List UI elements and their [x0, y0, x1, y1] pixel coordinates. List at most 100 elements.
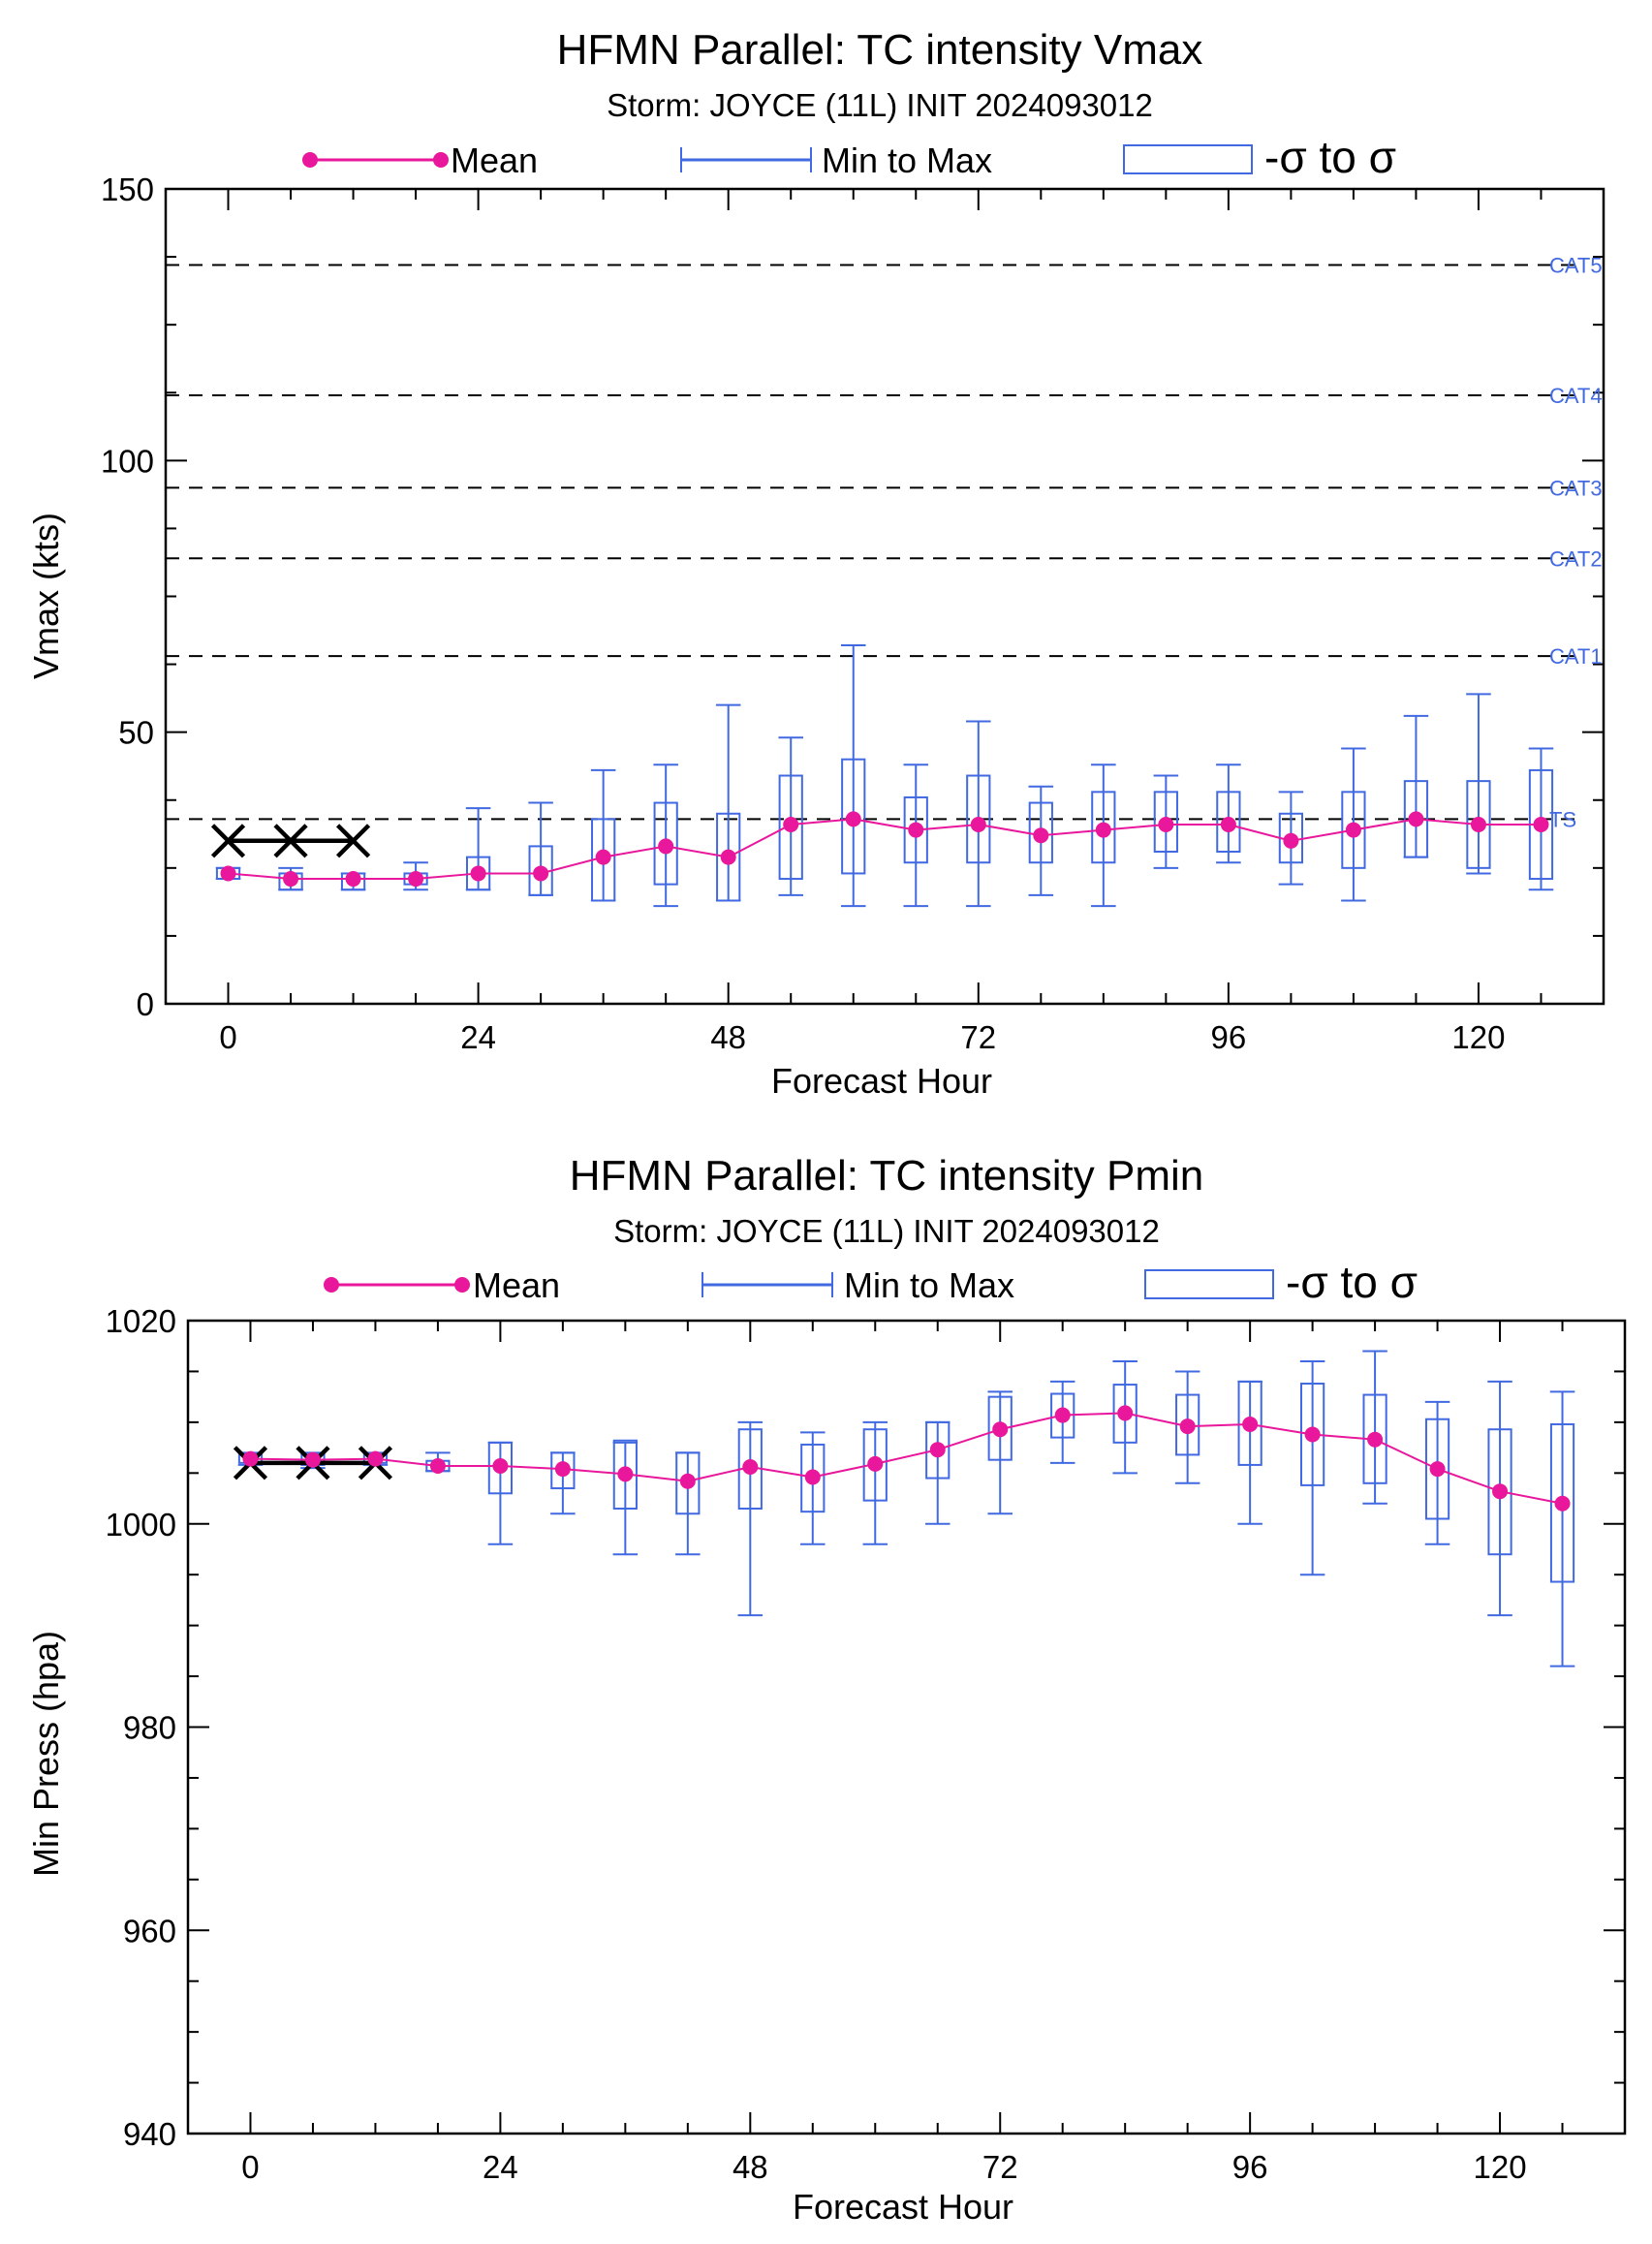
x-axis-label: Forecast Hour	[771, 1061, 992, 1101]
sigma-box	[1549, 1422, 1575, 1583]
x-tick-label: 24	[483, 2149, 518, 2185]
plot-frame	[186, 1319, 1627, 2135]
mean-point	[1054, 1407, 1071, 1423]
mean-point	[867, 1455, 884, 1472]
mean-point	[742, 1459, 759, 1476]
x-tick-label: 0	[241, 2149, 259, 2185]
sigma-box	[1216, 791, 1241, 854]
mean-point	[345, 871, 361, 888]
mean-point	[1179, 1418, 1196, 1435]
mean-point	[658, 838, 674, 855]
x-tick-label: 72	[960, 1019, 996, 1055]
mean-line	[250, 1412, 1563, 1505]
x-tick-label: 48	[732, 2149, 768, 2185]
chart-subtitle: Storm: JOYCE (11L) INIT 2024093012	[607, 87, 1153, 123]
sigma-box	[653, 801, 678, 886]
sigma-box	[862, 1428, 888, 1502]
legend: Mean Min to Max -σ to σ	[324, 1257, 1418, 1307]
x-tick-label: 72	[982, 2149, 1018, 2185]
x-tick-label: 24	[460, 1019, 496, 1055]
threshold-label: CAT1	[1549, 644, 1603, 669]
legend-minmax-label: Min to Max	[844, 1265, 1014, 1305]
legend-mean-label: Mean	[451, 140, 538, 180]
x-tick-label: 96	[1232, 2149, 1268, 2185]
legend-mean-marker-left	[302, 152, 318, 168]
mean-point	[1554, 1495, 1571, 1512]
mean-point	[929, 1442, 946, 1458]
legend: Mean Min to Max -σ to σ	[302, 132, 1396, 182]
sigma-box	[675, 1451, 701, 1515]
sigma-box	[1153, 791, 1178, 854]
mean-point	[1283, 832, 1299, 849]
sigma-box	[1424, 1418, 1450, 1520]
y-axis-label: Vmax (kts)	[26, 513, 66, 679]
chart-title: HFMN Parallel: TC intensity Vmax	[557, 26, 1203, 74]
sigma-box	[1487, 1428, 1512, 1556]
mean-point	[220, 865, 236, 882]
mean-point	[595, 849, 611, 865]
y-tick-label: 0	[137, 986, 154, 1022]
observed-x-stroke	[335, 824, 371, 858]
legend-sigma-label: -σ to σ	[1264, 132, 1396, 182]
y-axis-label: Min Press (hpa)	[26, 1631, 66, 1877]
chart-title: HFMN Parallel: TC intensity Pmin	[570, 1152, 1203, 1200]
sigma-box	[1403, 780, 1429, 858]
threshold-label: CAT5	[1549, 253, 1603, 277]
mean-point	[1242, 1416, 1259, 1432]
legend-minmax-label: Min to Max	[822, 140, 992, 180]
legend-sigma-label: -σ to σ	[1286, 1257, 1418, 1307]
sigma-box	[778, 774, 803, 881]
observed-x-marker	[210, 824, 246, 858]
sigma-box	[800, 1443, 826, 1513]
legend-mean-marker-right	[454, 1277, 470, 1293]
mean-point	[970, 816, 986, 832]
mean-point	[1158, 816, 1174, 832]
sigma-box	[1341, 791, 1366, 869]
mean-point	[429, 1457, 446, 1474]
sigma-box	[1237, 1380, 1262, 1466]
mean-point	[845, 811, 861, 827]
mean-point	[783, 816, 799, 832]
legend-sigma-box	[1123, 144, 1253, 174]
mean-point	[470, 865, 486, 882]
observed-x-stroke	[210, 824, 246, 858]
mean-point	[304, 1451, 321, 1468]
mean-point	[283, 871, 299, 888]
x-tick-label: 120	[1451, 1019, 1505, 1055]
mean-point	[367, 1450, 384, 1467]
mean-point	[1429, 1461, 1446, 1478]
mean-point	[1367, 1431, 1384, 1448]
mean-point	[908, 822, 924, 838]
plot-frame	[164, 187, 1605, 1006]
sigma-box	[487, 1441, 513, 1495]
mean-point	[1304, 1426, 1321, 1443]
mean-point	[1470, 816, 1486, 832]
plot-area: 940 960 980 1000 1020 0 24 48 72 96 120	[106, 1303, 1627, 2185]
mean-point	[720, 849, 736, 865]
mean-point	[679, 1473, 696, 1489]
x-axis-label: Forecast Hour	[793, 2187, 1013, 2227]
x-tick-label: 120	[1474, 2149, 1527, 2185]
y-tick-label: 1000	[106, 1507, 176, 1543]
threshold-label: CAT2	[1549, 546, 1603, 571]
observed-x-stroke	[273, 824, 308, 858]
observed-x-marker	[335, 824, 371, 858]
mean-point	[1117, 1405, 1134, 1421]
mean-point	[408, 871, 424, 888]
mean-point	[1095, 822, 1111, 838]
sigma-box	[925, 1420, 951, 1480]
y-tick-label: 50	[118, 715, 154, 751]
x-tick-label: 48	[710, 1019, 746, 1055]
mean-point	[804, 1469, 821, 1485]
threshold-label: CAT4	[1549, 384, 1603, 408]
chart-subtitle: Storm: JOYCE (11L) INIT 2024093012	[613, 1213, 1160, 1249]
sigma-box	[987, 1395, 1013, 1461]
y-tick-label: 1020	[106, 1303, 176, 1339]
sigma-box	[841, 758, 866, 875]
mean-line	[228, 818, 1542, 881]
mean-point	[492, 1457, 509, 1474]
vmax-panel: HFMN Parallel: TC intensity Vmax Storm: …	[26, 26, 1605, 1101]
observed-x-marker	[273, 824, 308, 858]
